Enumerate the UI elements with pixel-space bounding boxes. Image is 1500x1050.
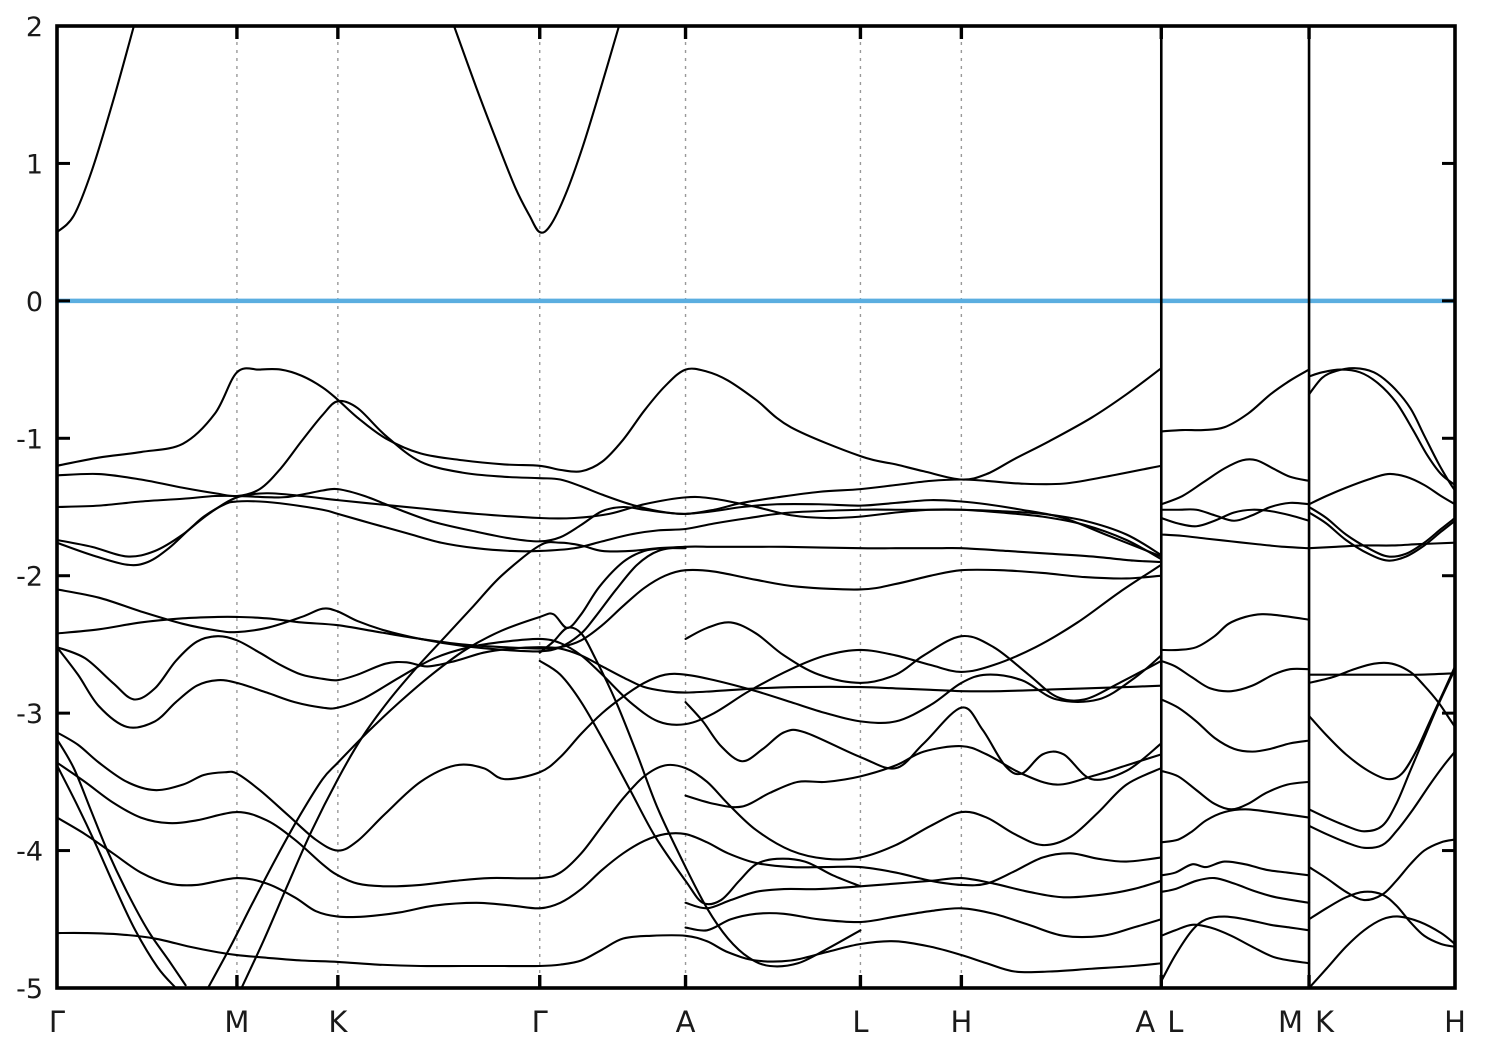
band-curve	[57, 931, 1163, 974]
band-curve	[57, 492, 1163, 567]
band-curve	[684, 701, 1163, 781]
y-axis-label: -3	[16, 699, 43, 730]
band-curve	[1160, 501, 1311, 522]
y-axis-labels-group: -5 -4 -3 -2 -1 0 1 2	[16, 12, 43, 1005]
band-curves-group	[57, 26, 1455, 988]
band-curve	[1308, 511, 1455, 562]
band-curve	[1160, 533, 1311, 550]
plot-frame	[55, 24, 1457, 990]
band-curve	[1160, 860, 1311, 877]
band-curve	[1308, 672, 1455, 676]
x-axis-label-K: K	[328, 1005, 348, 1039]
band-curve	[57, 568, 1163, 650]
y-axis-label: 0	[26, 287, 43, 318]
band-curve	[684, 621, 1163, 702]
x-axis-label-Γ: Γ	[532, 1005, 548, 1039]
x-axis-label-L: L	[1167, 1005, 1183, 1039]
band-curve	[57, 738, 187, 987]
band-curve	[1308, 472, 1455, 506]
band-curve	[1160, 698, 1311, 753]
x-axis-label-M: M	[1278, 1005, 1303, 1039]
y-axis-label: 1	[26, 149, 43, 180]
band-curve	[1308, 541, 1455, 550]
band-curve	[1160, 808, 1311, 844]
band-curve	[1308, 505, 1455, 558]
y-axis-label: -2	[16, 562, 43, 593]
x-axis-label-A: A	[1135, 1005, 1155, 1039]
y-axis-label: -5	[16, 974, 43, 1005]
band-curve	[1160, 915, 1311, 983]
x-axis-label-M: M	[224, 1005, 249, 1039]
band-curve	[684, 745, 1163, 809]
x-axis-label-H: H	[1444, 1005, 1466, 1039]
band-curve	[57, 654, 1163, 852]
band-curve	[452, 26, 621, 234]
band-curve	[1308, 661, 1455, 728]
band-curve	[57, 399, 1163, 515]
band-curve	[1160, 368, 1311, 433]
band-curve	[1160, 613, 1311, 652]
band-curve	[1308, 838, 1455, 902]
band-curve	[206, 546, 687, 988]
band-curve	[57, 635, 1163, 701]
band-curve	[1160, 923, 1311, 965]
band-curve	[240, 540, 687, 988]
x-axis-label-K: K	[1315, 1005, 1335, 1039]
band-curve	[1308, 668, 1455, 833]
band-curve	[1308, 750, 1455, 850]
band-curve	[1308, 890, 1455, 948]
band-curve	[1308, 367, 1455, 492]
y-axis-label: -1	[16, 424, 43, 455]
band-curve	[57, 764, 177, 988]
band-curve	[57, 761, 1163, 888]
band-curve	[1160, 508, 1311, 528]
band-curve	[684, 907, 1163, 939]
band-curve	[684, 876, 1163, 910]
band-curve	[1308, 915, 1455, 988]
x-axis-label-L: L	[852, 1005, 868, 1039]
band-curve	[1308, 368, 1455, 487]
band-curve	[57, 563, 1163, 729]
x-axis-label-Γ: Γ	[49, 1005, 65, 1039]
band-curve	[1160, 458, 1311, 506]
band-curve	[57, 816, 1163, 919]
band-curve	[538, 659, 862, 906]
band-curve	[1160, 769, 1311, 811]
band-curve	[538, 626, 862, 968]
band-curve	[57, 26, 135, 234]
tick-marks-group	[57, 26, 1455, 988]
y-axis-label: 2	[26, 12, 43, 43]
band-curve	[1160, 876, 1311, 904]
y-axis-label: -4	[16, 837, 43, 868]
band-curve	[1160, 659, 1311, 693]
x-axis-label-A: A	[676, 1005, 696, 1039]
x-axis-label-H: H	[950, 1005, 972, 1039]
plot-frame-group	[55, 24, 1457, 990]
